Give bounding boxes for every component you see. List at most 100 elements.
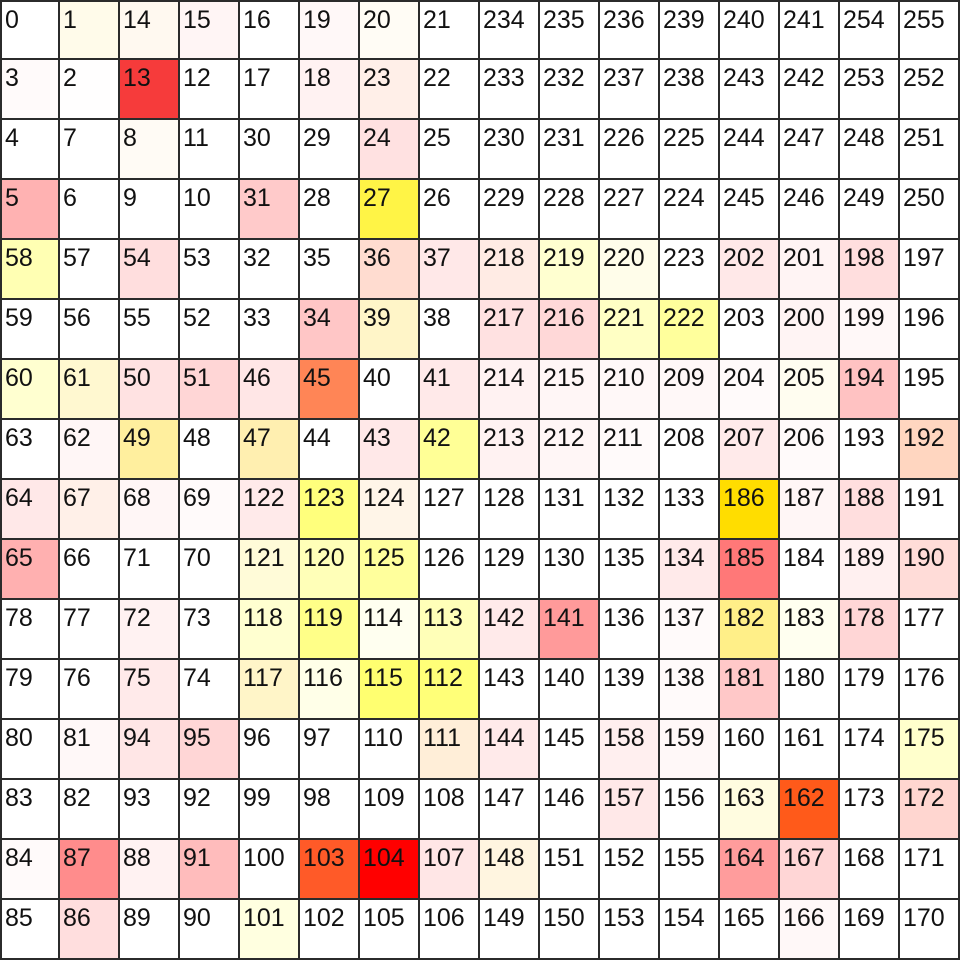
grid-cell: 20: [360, 0, 420, 60]
grid-cell: 135: [600, 540, 660, 600]
grid-cell: 38: [420, 300, 480, 360]
grid-cell: 113: [420, 600, 480, 660]
grid-cell: 15: [180, 0, 240, 60]
grid-cell: 168: [840, 840, 900, 900]
grid-cell: 121: [240, 540, 300, 600]
grid-cell: 129: [480, 540, 540, 600]
grid-cell: 19: [300, 0, 360, 60]
grid-cell: 101: [240, 900, 300, 960]
grid-cell: 229: [480, 180, 540, 240]
grid-cell: 232: [540, 60, 600, 120]
grid-cell: 209: [660, 360, 720, 420]
grid-cell: 6: [60, 180, 120, 240]
grid-cell: 216: [540, 300, 600, 360]
grid-cell: 33: [240, 300, 300, 360]
grid-cell: 120: [300, 540, 360, 600]
grid-cell: 159: [660, 720, 720, 780]
grid-cell: 230: [480, 120, 540, 180]
grid-cell: 203: [720, 300, 780, 360]
grid-cell: 104: [360, 840, 420, 900]
grid-cell: 80: [0, 720, 60, 780]
grid-cell: 70: [180, 540, 240, 600]
grid-cell: 56: [60, 300, 120, 360]
grid-cell: 5: [0, 180, 60, 240]
grid-cell: 153: [600, 900, 660, 960]
grid-cell: 71: [120, 540, 180, 600]
grid-cell: 83: [0, 780, 60, 840]
grid-cell: 136: [600, 600, 660, 660]
grid-cell: 252: [900, 60, 960, 120]
grid-cell: 155: [660, 840, 720, 900]
grid-cell: 147: [480, 780, 540, 840]
grid-cell: 58: [0, 240, 60, 300]
grid-cell: 222: [660, 300, 720, 360]
grid-cell: 137: [660, 600, 720, 660]
grid-cell: 239: [660, 0, 720, 60]
grid-cell: 173: [840, 780, 900, 840]
grid-cell: 12: [180, 60, 240, 120]
grid-cell: 22: [420, 60, 480, 120]
grid-cell: 191: [900, 480, 960, 540]
grid-cell: 251: [900, 120, 960, 180]
grid-cell: 44: [300, 420, 360, 480]
grid-cell: 49: [120, 420, 180, 480]
grid-cell: 158: [600, 720, 660, 780]
grid-cell: 66: [60, 540, 120, 600]
grid-cell: 11: [180, 120, 240, 180]
grid-cell: 34: [300, 300, 360, 360]
grid-cell: 204: [720, 360, 780, 420]
grid-cell: 149: [480, 900, 540, 960]
grid-cell: 94: [120, 720, 180, 780]
grid-cell: 140: [540, 660, 600, 720]
grid-cell: 109: [360, 780, 420, 840]
grid-cell: 211: [600, 420, 660, 480]
grid-cell: 165: [720, 900, 780, 960]
grid-cell: 210: [600, 360, 660, 420]
grid-cell: 13: [120, 60, 180, 120]
grid-cell: 60: [0, 360, 60, 420]
grid-cell: 134: [660, 540, 720, 600]
grid-cell: 183: [780, 600, 840, 660]
grid-cell: 69: [180, 480, 240, 540]
grid-cell: 85: [0, 900, 60, 960]
grid-cell: 118: [240, 600, 300, 660]
grid-cell: 169: [840, 900, 900, 960]
grid-cell: 89: [120, 900, 180, 960]
grid-cell: 202: [720, 240, 780, 300]
grid-cell: 117: [240, 660, 300, 720]
grid-cell: 26: [420, 180, 480, 240]
grid-cell: 47: [240, 420, 300, 480]
grid-cell: 40: [360, 360, 420, 420]
grid-cell: 4: [0, 120, 60, 180]
grid-cell: 151: [540, 840, 600, 900]
grid-cell: 162: [780, 780, 840, 840]
grid-cell: 181: [720, 660, 780, 720]
grid-cell: 36: [360, 240, 420, 300]
grid-cell: 242: [780, 60, 840, 120]
grid-cell: 221: [600, 300, 660, 360]
grid-cell: 86: [60, 900, 120, 960]
grid-cell: 254: [840, 0, 900, 60]
grid-cell: 238: [660, 60, 720, 120]
grid-cell: 95: [180, 720, 240, 780]
grid-cell: 126: [420, 540, 480, 600]
grid-cell: 171: [900, 840, 960, 900]
grid-cell: 124: [360, 480, 420, 540]
grid-cell: 223: [660, 240, 720, 300]
grid-cell: 167: [780, 840, 840, 900]
grid-cell: 243: [720, 60, 780, 120]
grid-cell: 122: [240, 480, 300, 540]
grid-cell: 227: [600, 180, 660, 240]
grid-cell: 32: [240, 240, 300, 300]
grid-cell: 76: [60, 660, 120, 720]
grid-cell: 123: [300, 480, 360, 540]
grid-cell: 3: [0, 60, 60, 120]
grid-cell: 160: [720, 720, 780, 780]
grid-cell: 75: [120, 660, 180, 720]
grid-cell: 92: [180, 780, 240, 840]
grid-cell: 116: [300, 660, 360, 720]
grid-cell: 110: [360, 720, 420, 780]
grid-cell: 244: [720, 120, 780, 180]
grid-cell: 180: [780, 660, 840, 720]
grid-cell: 132: [600, 480, 660, 540]
